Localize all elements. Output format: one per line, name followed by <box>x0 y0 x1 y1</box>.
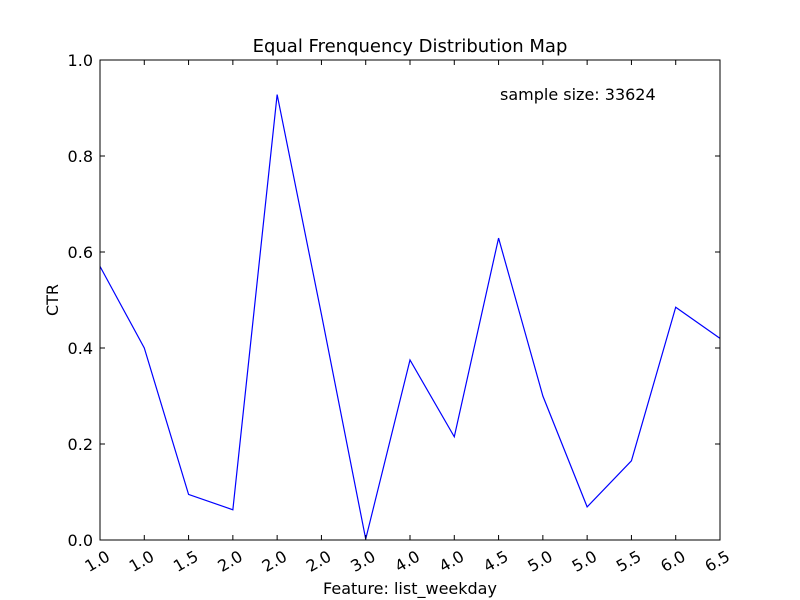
chart-title: Equal Frenquency Distribution Map <box>253 36 568 57</box>
y-tick-label: 0.8 <box>68 147 93 166</box>
y-tick-label: 0.6 <box>68 243 93 262</box>
y-tick-label: 0.2 <box>68 435 93 454</box>
y-axis-label: CTR <box>43 284 62 316</box>
y-tick-label: 1.0 <box>68 51 93 70</box>
sample-size-annotation: sample size: 33624 <box>500 85 656 104</box>
y-tick-label: 0.4 <box>68 339 93 358</box>
y-tick-label: 0.0 <box>68 531 93 550</box>
x-axis-label: Feature: list_weekday <box>323 579 497 599</box>
